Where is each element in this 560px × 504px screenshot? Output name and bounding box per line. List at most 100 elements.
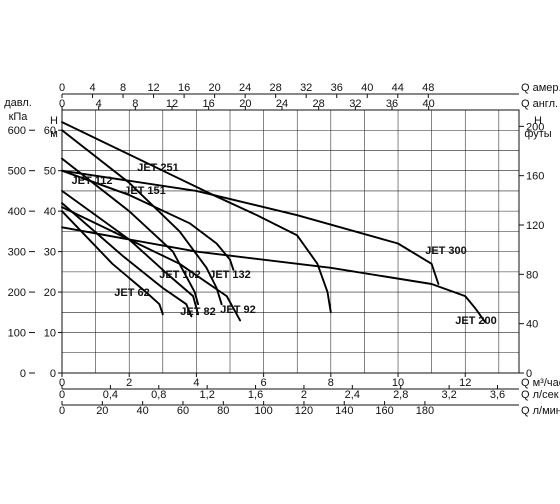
top-us-tick-label: 8	[120, 82, 126, 94]
bottom-lmin-axis-label: Q л/мин	[521, 405, 560, 417]
left-kpa-axis-name: давл.	[4, 97, 32, 109]
bottom-lmin-tick-label: 140	[335, 405, 353, 417]
top-imp-tick-label: 20	[239, 98, 251, 110]
label-jet-132: JET 132	[209, 269, 251, 281]
bottom-ls-tick-label: 0,4	[103, 389, 118, 401]
bottom-lmin-tick-label: 60	[177, 405, 189, 417]
bottom-ls-tick-label: 3,6	[490, 389, 505, 401]
bottom-lmin-tick-label: 80	[217, 405, 229, 417]
label-jet-151: JET 151	[124, 185, 166, 197]
top-us-tick-label: 4	[89, 82, 95, 94]
top-imp-axis-label: Q англ. гал./мин	[521, 98, 560, 110]
curve-jet-300	[61, 169, 440, 285]
bottom-m3h-tick-label: 4	[193, 377, 199, 389]
top-us-tick-label: 20	[208, 82, 220, 94]
curve-jet-92	[61, 206, 242, 322]
top-imp-tick-label: 12	[166, 98, 178, 110]
top-us-axis-label: Q амер. гал./мин	[521, 82, 560, 94]
top-imp-tick-label: 8	[132, 98, 138, 110]
left-m-tick-label: 30	[44, 247, 56, 259]
right-ft-tick-label: 160	[526, 171, 544, 183]
top-imp-tick-label: 24	[276, 98, 288, 110]
curve-jet-62	[61, 210, 164, 316]
left-kpa-tick-label: 600	[8, 125, 26, 137]
left-m-axis-name: H	[50, 115, 58, 127]
top-imp-tick-label: 40	[423, 98, 435, 110]
label-jet-200: JET 200	[455, 315, 497, 327]
top-us-tick-label: 28	[270, 82, 282, 94]
top-us-tick-label: 44	[392, 82, 404, 94]
left-m-tick-label: 50	[44, 166, 56, 178]
bottom-ls-tick-label: 0,8	[151, 389, 166, 401]
bottom-m3h-tick-label: 8	[328, 377, 334, 389]
bottom-lmin-tick-label: 20	[96, 405, 108, 417]
bottom-m3h-tick-label: 0	[59, 377, 65, 389]
bottom-lmin-tick-label: 120	[295, 405, 313, 417]
right-ft-axis-unit: футы	[524, 128, 551, 140]
top-us-tick-label: 40	[361, 82, 373, 94]
top-us-tick-label: 24	[239, 82, 251, 94]
left-kpa-tick-label: 200	[8, 287, 26, 299]
bottom-lmin-tick-label: 40	[137, 405, 149, 417]
label-jet-300: JET 300	[425, 245, 467, 257]
right-ft-tick-label: 0	[526, 368, 532, 380]
left-kpa-tick-label: 500	[8, 166, 26, 178]
left-kpa-tick-label: 300	[8, 247, 26, 259]
curve-jet-251	[61, 121, 332, 314]
left-kpa-tick-label: 0	[20, 368, 26, 380]
bottom-m3h-tick-label: 2	[126, 377, 132, 389]
label-jet-251: JET 251	[137, 162, 179, 174]
top-imp-tick-label: 32	[349, 98, 361, 110]
left-m-tick-label: 20	[44, 287, 56, 299]
right-ft-tick-label: 80	[526, 269, 538, 281]
left-m-tick-label: 10	[44, 328, 56, 340]
bottom-m3h-tick-label: 12	[459, 377, 471, 389]
bottom-lmin-tick-label: 100	[254, 405, 272, 417]
right-ft-tick-label: 200	[526, 121, 544, 133]
bottom-ls-tick-label: 1,2	[200, 389, 215, 401]
curve-jet-82	[61, 202, 193, 318]
label-jet-112: JET 112	[72, 175, 113, 187]
bottom-m3h-tick-label: 10	[392, 377, 404, 389]
curve-jet-151	[61, 169, 235, 271]
bottom-lmin-tick-label: 160	[375, 405, 393, 417]
left-kpa-tick-label: 100	[8, 328, 26, 340]
label-jet-82: JET 82	[180, 306, 215, 318]
right-ft-tick-label: 40	[526, 319, 538, 331]
top-imp-tick-label: 28	[313, 98, 325, 110]
left-kpa-axis-unit: кПа	[9, 111, 29, 123]
bottom-ls-axis-label: Q л/сек	[521, 389, 559, 401]
bottom-ls-tick-label: 2,4	[345, 389, 360, 401]
left-m-axis-unit: м	[50, 128, 58, 140]
bottom-m3h-axis-label: Q м³/час	[521, 377, 560, 389]
bottom-ls-tick-label: 1,6	[248, 389, 263, 401]
bottom-lmin-tick-label: 0	[59, 405, 65, 417]
bottom-lmin-tick-label: 180	[416, 405, 434, 417]
top-us-tick-label: 0	[59, 82, 65, 94]
top-us-tick-label: 16	[178, 82, 190, 94]
top-imp-tick-label: 4	[96, 98, 102, 110]
left-kpa-tick-label: 400	[8, 206, 26, 218]
curve-jet-200	[61, 226, 487, 324]
left-m-tick-label: 40	[44, 206, 56, 218]
bottom-ls-tick-label: 2	[301, 389, 307, 401]
bottom-ls-tick-label: 0	[59, 389, 65, 401]
top-imp-tick-label: 0	[59, 98, 65, 110]
top-us-tick-label: 48	[422, 82, 434, 94]
top-us-tick-label: 36	[331, 82, 343, 94]
curve-jet-112	[61, 157, 200, 306]
right-ft-axis-name: H	[534, 115, 542, 127]
label-jet-62: JET 62	[114, 287, 149, 299]
top-us-tick-label: 32	[300, 82, 312, 94]
right-ft-tick-label: 120	[526, 220, 544, 232]
bottom-ls-tick-label: 2,8	[393, 389, 408, 401]
bottom-m3h-tick-label: 6	[261, 377, 267, 389]
label-jet-92: JET 92	[220, 304, 255, 316]
top-imp-tick-label: 16	[203, 98, 215, 110]
bottom-ls-tick-label: 3,2	[441, 389, 456, 401]
left-m-tick-label: 0	[50, 368, 56, 380]
label-jet-102: JET 102	[159, 269, 201, 281]
curve-jet-102	[61, 189, 200, 316]
top-imp-tick-label: 36	[386, 98, 398, 110]
